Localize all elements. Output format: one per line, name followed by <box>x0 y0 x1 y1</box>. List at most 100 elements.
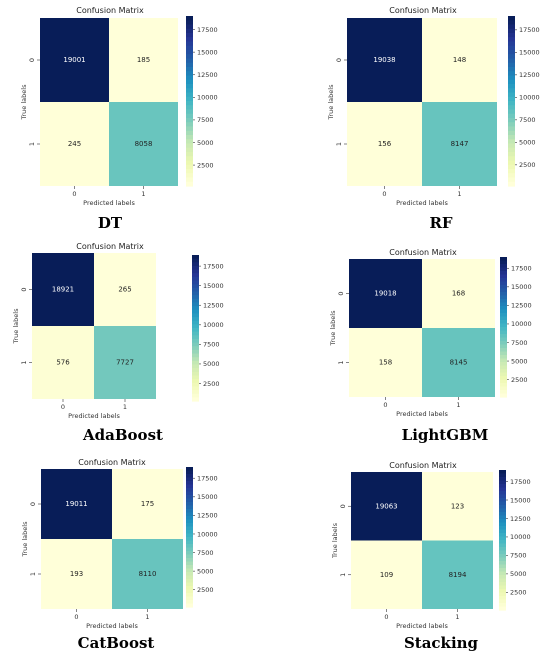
colorbar-tick-label: 12500 <box>519 71 540 79</box>
colorbar-segment <box>508 126 515 132</box>
matrix-cell <box>109 102 178 186</box>
colorbar-tick-label: 17500 <box>510 478 531 486</box>
colorbar-segment <box>186 516 193 521</box>
colorbar-segment <box>186 54 193 60</box>
colorbar-segment <box>186 101 193 106</box>
colorbar-tick-label: 15000 <box>203 282 224 290</box>
colorbar-segment <box>192 346 199 351</box>
cell-value: 123 <box>451 502 464 510</box>
x-tick-label: 0 <box>74 613 78 621</box>
colorbar-segment <box>192 360 199 366</box>
colorbar-segment <box>192 342 199 347</box>
colorbar-segment <box>186 572 193 577</box>
y-axis-label: True labels <box>12 308 20 345</box>
colorbar-segment <box>508 169 515 174</box>
colorbar-segment <box>500 295 507 300</box>
colorbar-segment <box>192 317 199 322</box>
panel-caption: LightGBM <box>402 426 489 444</box>
matrix-cell <box>112 539 183 609</box>
colorbar-segment <box>186 96 193 102</box>
colorbar-segment <box>186 551 193 556</box>
colorbar-tick-label: 10000 <box>511 320 532 328</box>
y-axis-label: True labels <box>20 84 28 121</box>
colorbar-tick-label: 5000 <box>197 139 214 147</box>
matrix-title: Confusion Matrix <box>389 6 457 15</box>
colorbar-segment <box>186 554 193 559</box>
colorbar-segment <box>186 603 193 608</box>
colorbar-segment <box>500 320 507 325</box>
colorbar-segment <box>508 75 515 81</box>
matrix-cell <box>422 259 495 328</box>
matrix-title: Confusion Matrix <box>76 6 144 15</box>
colorbar-segment <box>499 526 506 531</box>
colorbar-segment <box>500 281 507 286</box>
colorbar-segment <box>192 309 199 314</box>
colorbar-segment <box>192 287 199 293</box>
colorbar-segment <box>186 105 193 111</box>
colorbar-tick-label: 17500 <box>203 262 224 270</box>
colorbar-segment <box>186 41 193 47</box>
matrix-cell <box>112 469 183 539</box>
colorbar-segment <box>186 50 193 55</box>
colorbar-segment <box>500 327 507 332</box>
colorbar-segment <box>499 547 506 552</box>
colorbar-tick-label: 7500 <box>511 339 528 347</box>
x-axis-label: Predicted labels <box>396 199 448 207</box>
colorbar-segment <box>508 143 515 149</box>
colorbar-segment <box>499 606 506 611</box>
matrix-cell <box>109 18 178 102</box>
colorbar-segment <box>186 28 193 34</box>
colorbar-segment <box>186 596 193 601</box>
cell-value: 19001 <box>63 56 85 64</box>
colorbar-segment <box>500 372 507 377</box>
colorbar-segment <box>186 477 193 482</box>
colorbar-segment <box>186 156 193 162</box>
colorbar-segment <box>500 288 507 293</box>
colorbar-segment <box>499 519 506 524</box>
matrix-cell <box>32 326 94 399</box>
colorbar-tick-label: 2500 <box>197 161 214 169</box>
x-axis-label: Predicted labels <box>396 622 448 630</box>
colorbar-segment <box>500 323 507 328</box>
colorbar-segment <box>186 495 193 500</box>
matrix-cell <box>41 469 112 539</box>
colorbar-segment <box>192 335 199 340</box>
colorbar-tick-label: 10000 <box>510 533 531 541</box>
cell-value: 19063 <box>375 502 397 510</box>
colorbar-tick-label: 15000 <box>511 283 532 291</box>
colorbar-segment <box>499 505 506 510</box>
colorbar-tick-label: 2500 <box>197 586 214 594</box>
y-axis-label: True labels <box>329 310 337 347</box>
colorbar-segment <box>499 487 506 492</box>
y-tick-label: 0 <box>339 504 347 508</box>
colorbar-tick-label: 10000 <box>197 94 218 102</box>
colorbar-segment <box>186 109 193 115</box>
x-axis-label: Predicted labels <box>86 622 138 630</box>
colorbar-segment <box>192 295 199 300</box>
colorbar-segment <box>192 364 199 369</box>
colorbar-segment <box>186 586 193 591</box>
colorbar-segment <box>186 173 193 179</box>
matrix-cell <box>347 18 422 102</box>
colorbar-segment <box>499 582 506 587</box>
colorbar-segment <box>499 568 506 573</box>
x-tick-label: 0 <box>72 190 76 198</box>
colorbar-segment <box>508 101 515 106</box>
colorbar-segment <box>500 299 507 304</box>
colorbar-segment <box>508 135 515 140</box>
colorbar-segment <box>508 181 515 187</box>
colorbar-segment <box>186 113 193 119</box>
x-tick-label: 1 <box>123 403 127 411</box>
colorbar-segment <box>186 62 193 68</box>
y-tick-label: 0 <box>28 58 36 62</box>
cell-value: 8058 <box>135 140 153 148</box>
colorbar-segment <box>499 596 506 601</box>
colorbar-segment <box>499 480 506 485</box>
x-tick-label: 0 <box>61 403 65 411</box>
colorbar-tick-label: 2500 <box>510 589 527 597</box>
matrix-cell <box>349 259 422 328</box>
colorbar-tick-label: 7500 <box>519 116 536 124</box>
colorbar-segment <box>508 58 515 64</box>
y-tick-label: 1 <box>29 572 37 576</box>
matrix-title: Confusion Matrix <box>389 248 457 257</box>
